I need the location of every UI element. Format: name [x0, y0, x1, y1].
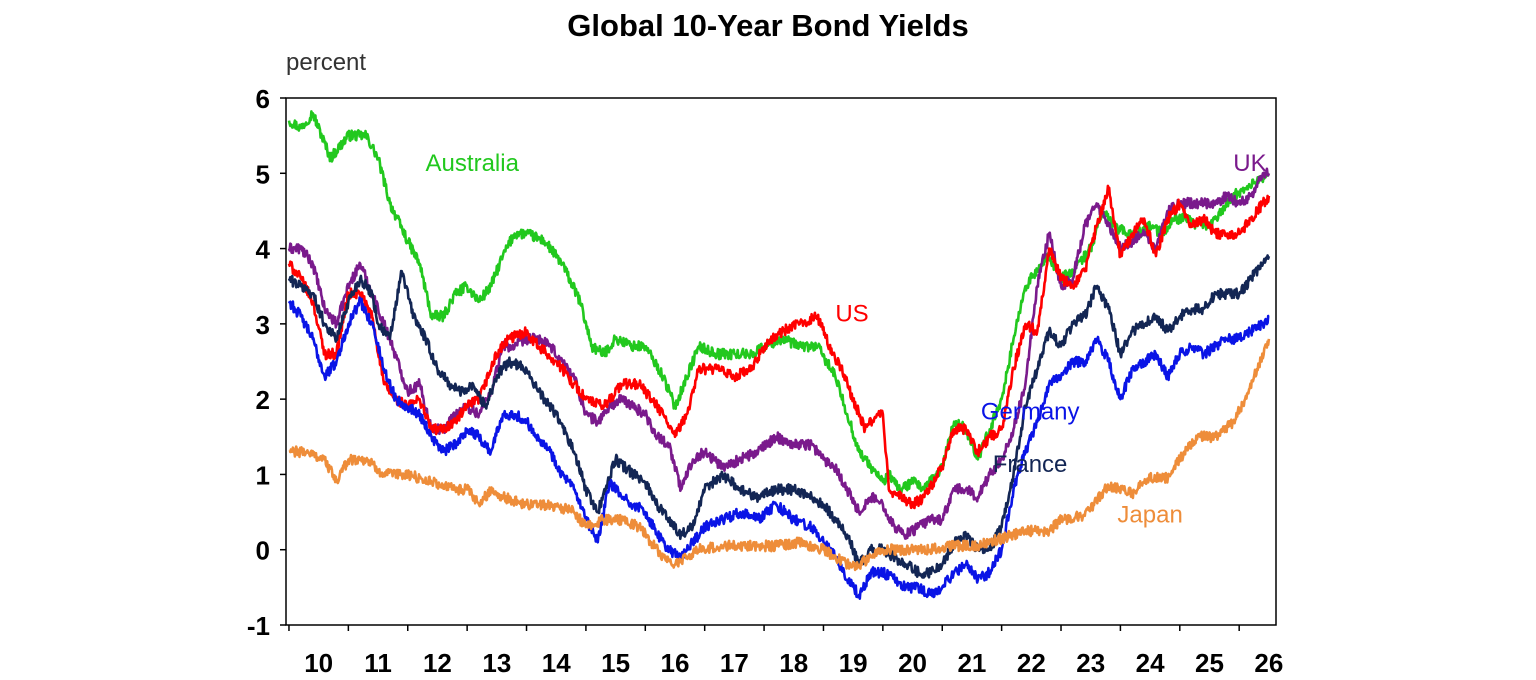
x-tick-label-11: 11 — [364, 648, 392, 678]
y-tick-label-4: 4 — [256, 235, 271, 265]
x-tick-label-19: 19 — [839, 648, 868, 678]
x-tick-label-12: 12 — [423, 648, 452, 678]
x-tick-label-18: 18 — [779, 648, 808, 678]
x-tick-label-10: 10 — [304, 648, 333, 678]
y-tick-label-5: 5 — [256, 159, 270, 189]
series-layer — [287, 110, 1271, 600]
series-label-us: US — [835, 301, 868, 328]
x-tick-label-20: 20 — [898, 648, 927, 678]
y-tick-label--1: -1 — [247, 611, 270, 641]
series-line-france — [287, 254, 1271, 579]
series-label-australia: Australia — [426, 150, 520, 177]
x-tick-label-24: 24 — [1136, 648, 1165, 678]
x-tick-label-26: 26 — [1254, 648, 1283, 678]
chart-title: Global 10-Year Bond Yields — [567, 8, 968, 43]
y-tick-label-3: 3 — [256, 310, 270, 340]
series-label-germany: Germany — [981, 398, 1080, 425]
series-line-us — [287, 184, 1271, 510]
x-tick-label-22: 22 — [1017, 648, 1046, 678]
x-tick-label-13: 13 — [482, 648, 511, 678]
series-label-japan: Japan — [1117, 502, 1182, 529]
x-tick-label-17: 17 — [720, 648, 749, 678]
series-labels: Australia UK US France Germany Japan — [426, 150, 1267, 529]
x-tick-label-14: 14 — [542, 648, 571, 678]
x-tick-label-16: 16 — [661, 648, 690, 678]
y-tick-labels: -1 0 1 2 3 4 5 6 — [247, 84, 286, 641]
y-tick-label-2: 2 — [256, 385, 270, 415]
y-tick-label-6: 6 — [256, 84, 270, 114]
y-tick-label-0: 0 — [256, 536, 270, 566]
y-axis-label: percent — [286, 49, 366, 76]
plot-frame — [285, 97, 1277, 626]
x-tick-label-25: 25 — [1195, 648, 1224, 678]
series-line-japan — [288, 338, 1271, 572]
x-tick-label-15: 15 — [601, 648, 630, 678]
y-tick-label-1: 1 — [256, 460, 270, 490]
series-label-france: France — [993, 451, 1068, 478]
x-tick-labels: 10 11 12 13 14 15 16 17 18 19 20 21 22 23 24 25 26 — [288, 625, 1283, 678]
series-line-germany — [287, 296, 1270, 600]
x-tick-label-23: 23 — [1076, 648, 1105, 678]
series-label-uk: UK — [1233, 150, 1266, 177]
x-tick-label-21: 21 — [957, 648, 986, 678]
